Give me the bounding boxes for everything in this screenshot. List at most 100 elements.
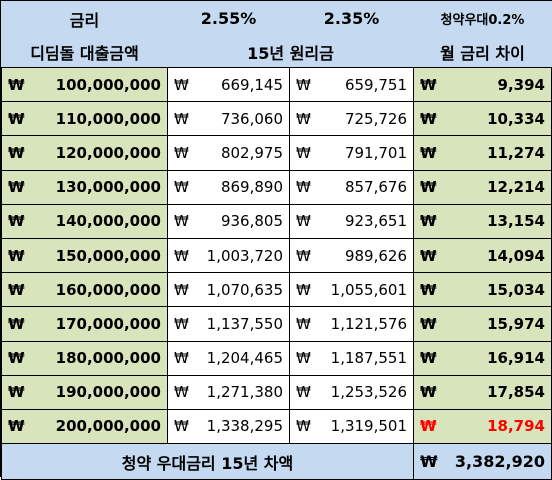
payment-rate-b: ₩989,626 xyxy=(289,237,414,274)
table-row: ₩110,000,000 ₩736,060 ₩725,726 ₩10,334 xyxy=(1,101,552,137)
payment-rate-b-value: 791,701 xyxy=(344,143,407,162)
won-symbol: ₩ xyxy=(296,143,311,162)
won-symbol: ₩ xyxy=(296,75,311,94)
won-symbol: ₩ xyxy=(420,75,437,94)
won-symbol: ₩ xyxy=(420,246,437,265)
payment-rate-b: ₩1,187,551 xyxy=(289,340,414,376)
payment-rate-b: ₩791,701 xyxy=(289,135,414,171)
payment-rate-b: ₩725,726 xyxy=(289,101,414,137)
table-row: ₩100,000,000 ₩669,145 ₩659,751 ₩9,394 xyxy=(1,66,552,103)
monthly-diff-value: 13,154 xyxy=(487,212,545,231)
payment-rate-b-value: 659,751 xyxy=(344,75,407,94)
loan-amount: ₩120,000,000 xyxy=(1,135,168,171)
won-symbol: ₩ xyxy=(296,246,311,265)
footer-total: ₩3,382,920 xyxy=(413,443,552,480)
loan-amount-value: 120,000,000 xyxy=(55,143,161,162)
term-header: 15년 원리금 xyxy=(167,35,414,68)
payment-rate-b-value: 725,726 xyxy=(344,109,407,128)
won-symbol: ₩ xyxy=(8,178,25,197)
payment-rate-b-value: 923,651 xyxy=(344,212,407,231)
won-symbol: ₩ xyxy=(296,178,311,197)
table-row: ₩180,000,000 ₩1,204,465 ₩1,187,551 ₩16,914 xyxy=(1,340,552,376)
loan-amount-value: 190,000,000 xyxy=(55,383,161,402)
loan-amount: ₩200,000,000 xyxy=(1,408,168,445)
payment-rate-a-value: 1,271,380 xyxy=(206,383,283,402)
monthly-diff-value: 15,034 xyxy=(487,280,545,299)
won-symbol: ₩ xyxy=(174,349,189,368)
table-row: ₩120,000,000 ₩802,975 ₩791,701 ₩11,274 xyxy=(1,135,552,171)
payment-rate-b: ₩857,676 xyxy=(289,169,414,205)
monthly-diff: ₩13,154 xyxy=(413,203,552,239)
loan-amount-value: 160,000,000 xyxy=(55,280,161,299)
payment-rate-b-value: 857,676 xyxy=(344,178,407,197)
rate-a: 2.55% xyxy=(167,1,290,36)
loan-amount-header: 디딤돌 대출금액 xyxy=(1,35,168,68)
monthly-diff: ₩11,274 xyxy=(413,135,552,171)
won-symbol: ₩ xyxy=(8,280,25,299)
payment-rate-b: ₩1,055,601 xyxy=(289,272,414,308)
won-symbol: ₩ xyxy=(420,178,437,197)
loan-amount: ₩140,000,000 xyxy=(1,203,168,239)
monthly-diff: ₩9,394 xyxy=(413,66,552,103)
monthly-diff-header: 월 금리 차이 xyxy=(413,35,552,68)
payment-rate-a-value: 802,975 xyxy=(220,143,283,162)
loan-amount-value: 200,000,000 xyxy=(55,417,161,436)
won-symbol: ₩ xyxy=(174,178,189,197)
loan-amount-value: 110,000,000 xyxy=(55,109,161,128)
monthly-diff-value: 17,854 xyxy=(487,383,545,402)
table-row: ₩140,000,000 ₩936,805 ₩923,651 ₩13,154 xyxy=(1,203,552,239)
won-symbol: ₩ xyxy=(420,143,437,162)
payment-rate-a-value: 1,070,635 xyxy=(206,280,283,299)
payment-rate-a: ₩869,890 xyxy=(167,169,290,205)
payment-rate-b-value: 1,187,551 xyxy=(330,349,407,368)
won-symbol: ₩ xyxy=(174,212,189,231)
payment-rate-a-value: 736,060 xyxy=(220,109,283,128)
won-symbol: ₩ xyxy=(296,212,311,231)
payment-rate-a: ₩1,137,550 xyxy=(167,306,290,342)
table-row: ₩170,000,000 ₩1,137,550 ₩1,121,576 ₩15,974 xyxy=(1,306,552,342)
payment-rate-b-value: 1,055,601 xyxy=(330,280,407,299)
payment-rate-a: ₩1,003,720 xyxy=(167,237,290,274)
payment-rate-a: ₩1,271,380 xyxy=(167,374,290,410)
monthly-diff-value: 12,214 xyxy=(487,178,545,197)
won-symbol: ₩ xyxy=(174,417,189,436)
loan-amount: ₩170,000,000 xyxy=(1,306,168,342)
loan-amount: ₩110,000,000 xyxy=(1,101,168,137)
won-symbol: ₩ xyxy=(420,417,437,436)
loan-amount: ₩150,000,000 xyxy=(1,237,168,274)
monthly-diff: ₩10,334 xyxy=(413,101,552,137)
monthly-diff: ₩12,214 xyxy=(413,169,552,205)
monthly-diff: ₩17,854 xyxy=(413,374,552,410)
rate-label: 금리 xyxy=(1,1,168,36)
won-symbol: ₩ xyxy=(296,417,311,436)
payment-rate-a: ₩736,060 xyxy=(167,101,290,137)
won-symbol: ₩ xyxy=(420,280,437,299)
table-row: ₩150,000,000 ₩1,003,720 ₩989,626 ₩14,094 xyxy=(1,237,552,274)
won-symbol: ₩ xyxy=(296,383,311,402)
monthly-diff-value: 14,094 xyxy=(487,246,545,265)
loan-amount-value: 180,000,000 xyxy=(55,349,161,368)
payment-rate-b-value: 989,626 xyxy=(344,246,407,265)
table-row: ₩190,000,000 ₩1,271,380 ₩1,253,526 ₩17,854 xyxy=(1,374,552,410)
won-symbol: ₩ xyxy=(174,75,189,94)
payment-rate-a: ₩1,338,295 xyxy=(167,408,290,445)
payment-rate-a: ₩802,975 xyxy=(167,135,290,171)
payment-rate-a-value: 936,805 xyxy=(220,212,283,231)
payment-rate-a-value: 1,204,465 xyxy=(206,349,283,368)
monthly-diff: ₩16,914 xyxy=(413,340,552,376)
won-symbol: ₩ xyxy=(420,349,437,368)
discount-label: 청약우대0.2% xyxy=(413,1,552,36)
won-symbol: ₩ xyxy=(174,143,189,162)
won-symbol: ₩ xyxy=(8,143,25,162)
table-row: ₩160,000,000 ₩1,070,635 ₩1,055,601 ₩15,034 xyxy=(1,272,552,308)
loan-amount: ₩180,000,000 xyxy=(1,340,168,376)
table-row: ₩130,000,000 ₩869,890 ₩857,676 ₩12,214 xyxy=(1,169,552,205)
won-symbol: ₩ xyxy=(174,383,189,402)
header-row-labels: 디딤돌 대출금액 15년 원리금 월 금리 차이 xyxy=(1,35,552,68)
header-row-rates: 금리 2.55% 2.35% 청약우대0.2% xyxy=(1,1,552,36)
payment-rate-b-value: 1,319,501 xyxy=(330,417,407,436)
footer-row: 청약 우대금리 15년 차액 ₩3,382,920 xyxy=(1,443,552,480)
won-symbol: ₩ xyxy=(174,109,189,128)
